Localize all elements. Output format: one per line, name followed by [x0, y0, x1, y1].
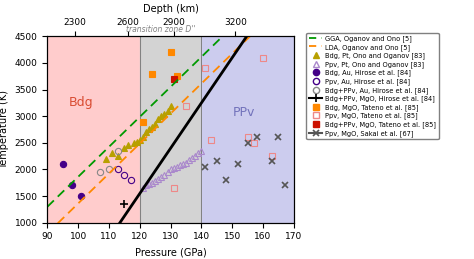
Text: PPv: PPv — [232, 106, 255, 119]
X-axis label: Depth (km): Depth (km) — [143, 4, 199, 14]
Text: Bdg: Bdg — [69, 96, 93, 109]
X-axis label: Pressure (GPa): Pressure (GPa) — [135, 247, 207, 257]
Bar — [140, 36, 201, 223]
Text: transition zone D'': transition zone D'' — [126, 25, 196, 34]
Y-axis label: Temperature (K): Temperature (K) — [0, 90, 9, 169]
Legend: GGA, Oganov and Ono [5], LDA, Oganov and Ono [5], Bdg, Pt, Ono and Oganov [83], : GGA, Oganov and Ono [5], LDA, Oganov and… — [306, 33, 438, 139]
Bar — [47, 36, 140, 223]
Bar — [201, 36, 294, 223]
